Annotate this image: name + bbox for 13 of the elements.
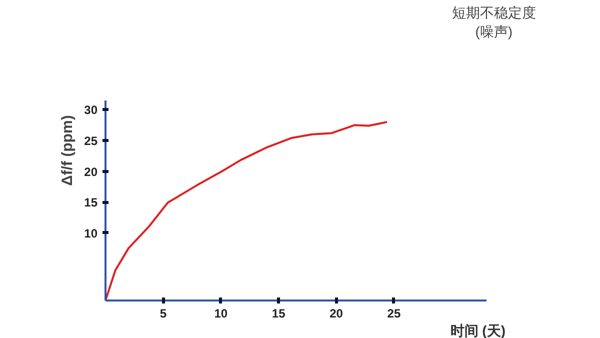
text: 短期不稳定度 (噪声) [452,4,536,40]
y-tick-label: 30 [84,103,98,118]
x-tick-label: 5 [160,306,167,320]
y-tick-label: 10 [84,226,98,240]
line-series [106,121,388,300]
y-axis-title: Δf/f (ppm) [59,115,76,186]
y-tick-label: 25 [84,134,98,148]
x-tick-label: 25 [387,306,401,320]
y-tick-label: 20 [84,164,98,179]
x-tick-label: 10 [214,306,228,320]
x-tick-label: 20 [330,306,344,320]
y-tick-label: 15 [84,196,98,210]
x-tick-label: 15 [272,306,286,320]
